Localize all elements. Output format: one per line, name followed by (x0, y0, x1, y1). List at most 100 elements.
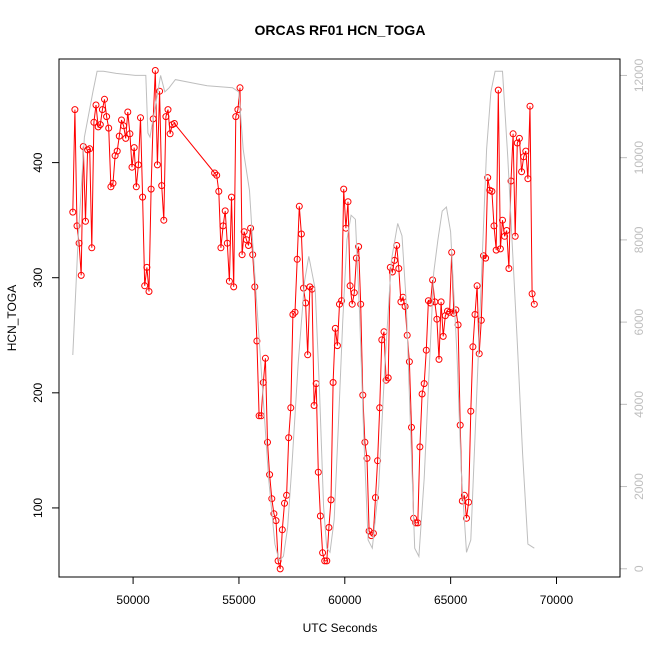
data-point (382, 376, 390, 384)
secondary-series-line (72, 70, 535, 562)
data-point (75, 239, 83, 247)
data-point (247, 224, 255, 232)
data-point (115, 132, 123, 140)
data-point (120, 122, 128, 130)
data-point (276, 565, 284, 573)
data-point (293, 255, 301, 263)
data-point (357, 300, 365, 308)
data-point (73, 222, 81, 230)
data-point (221, 207, 229, 215)
data-point (259, 379, 267, 386)
data-point (162, 113, 170, 121)
x-tick-label: 70000 (540, 593, 574, 607)
data-point (526, 102, 534, 110)
data-point (515, 134, 523, 142)
data-point (384, 374, 392, 382)
data-point (469, 343, 477, 351)
data-point (475, 350, 483, 358)
data-point (530, 300, 538, 308)
data-point (268, 495, 276, 503)
data-point (264, 438, 271, 446)
data-point (433, 315, 441, 323)
x-axis-label: UTC Seconds (303, 621, 378, 635)
data-point (109, 179, 117, 187)
data-point (473, 282, 481, 290)
data-point (480, 252, 487, 260)
data-point (158, 182, 166, 190)
data-point (134, 161, 142, 169)
data-point (463, 514, 470, 522)
data-point (374, 457, 382, 465)
data-point (420, 380, 428, 388)
data-point (496, 245, 504, 253)
data-point (228, 193, 235, 201)
data-point (505, 265, 513, 272)
data-point (297, 230, 305, 238)
data-point (518, 168, 526, 176)
data-point (494, 86, 502, 94)
x-tick-label: 55000 (222, 593, 256, 607)
data-point (372, 494, 379, 502)
data-point (126, 130, 134, 138)
data-point (160, 216, 168, 224)
data-point (118, 116, 125, 124)
data-point (223, 239, 231, 247)
data-point (128, 163, 136, 171)
data-point (98, 106, 106, 114)
data-point (291, 308, 299, 316)
data-point (405, 358, 413, 366)
data-point (71, 106, 79, 114)
data-point (316, 512, 324, 520)
data-point (234, 106, 242, 114)
x-tick-label: 50000 (116, 593, 150, 607)
data-point (153, 161, 161, 169)
data-point (484, 174, 492, 182)
data-point (77, 271, 85, 279)
data-point (113, 147, 121, 155)
data-point (336, 300, 343, 308)
data-point (143, 263, 151, 271)
data-point (304, 351, 312, 359)
data-point (412, 519, 420, 527)
data-point (333, 342, 341, 350)
data-point (344, 198, 352, 206)
data-point (319, 549, 327, 557)
data-point (446, 308, 454, 316)
data-point (321, 557, 329, 565)
data-point (270, 510, 278, 518)
data-point (509, 130, 517, 138)
data-point (388, 268, 396, 276)
data-point (488, 187, 496, 195)
data-point (477, 316, 485, 324)
data-point (82, 217, 89, 225)
data-point (213, 171, 221, 179)
data-point (340, 185, 348, 193)
data-point (137, 114, 144, 122)
data-point (350, 289, 358, 297)
data-point (327, 496, 335, 504)
data-point (361, 438, 369, 446)
data-point (355, 243, 363, 251)
data-point (92, 101, 100, 109)
data-point (219, 222, 227, 230)
data-point (348, 300, 356, 308)
data-point (145, 288, 153, 295)
data-point (217, 244, 225, 252)
data-point (492, 246, 500, 254)
data-point (314, 468, 322, 476)
data-point (130, 144, 138, 152)
y2-tick-label: 4000 (632, 391, 646, 418)
data-point (251, 283, 259, 291)
data-point (490, 222, 498, 230)
data-point (90, 118, 98, 126)
data-point (107, 183, 115, 191)
series-layer (69, 67, 538, 573)
data-point (289, 311, 297, 318)
data-point (261, 354, 269, 362)
data-point (253, 337, 261, 345)
y2-tick-label: 10000 (632, 141, 646, 175)
data-point (232, 113, 240, 121)
data-point (427, 299, 434, 307)
